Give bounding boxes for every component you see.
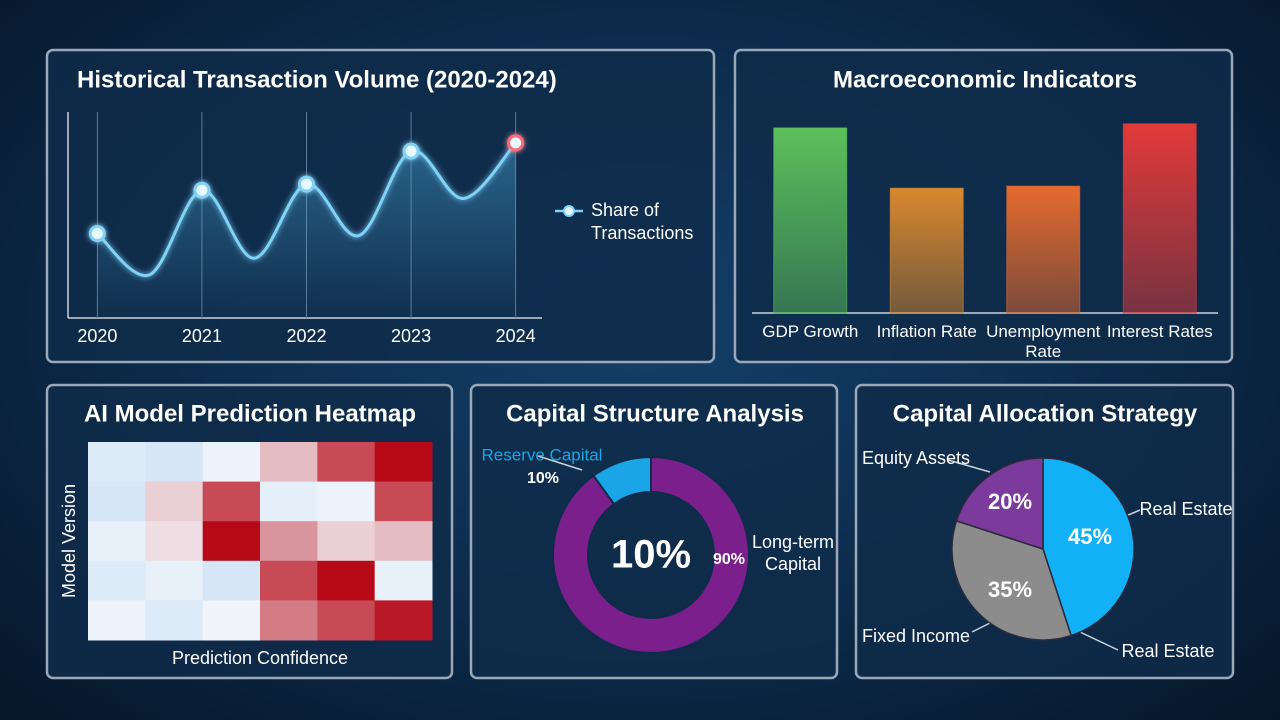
heat-cell [145, 481, 204, 522]
legend-label: Share of Transactions [591, 200, 694, 243]
heat-cell [374, 481, 433, 522]
chart-title: AI Model Prediction Heatmap [84, 400, 416, 427]
category-label: Real Estate [1121, 641, 1214, 661]
x-tick-label: 2024 [496, 326, 536, 346]
marker [88, 225, 106, 243]
category-label: Reserve Capital [482, 445, 603, 464]
marker [402, 142, 420, 160]
heat-cell [317, 442, 376, 483]
heat-cell [202, 442, 261, 483]
heat-cell [88, 600, 146, 641]
chart-title: Capital Allocation Strategy [893, 400, 1198, 427]
value-label: 90% [713, 551, 745, 568]
bar [889, 187, 964, 314]
heat-cell [260, 521, 318, 562]
category-label: Long-term Capital [751, 532, 835, 574]
heat-cell [260, 442, 318, 483]
heat-cell [202, 481, 261, 522]
heat-cell [145, 560, 204, 601]
heat-cell [317, 481, 376, 522]
category-label: Real Estate [1139, 499, 1232, 519]
x-tick-label: GDP Growth [762, 322, 859, 341]
marker [193, 181, 211, 199]
x-axis-label: Prediction Confidence [172, 648, 348, 668]
heat-cell [88, 442, 146, 483]
heat-cell [317, 560, 376, 601]
x-tick-label: Inflation Rate [876, 322, 977, 341]
pie-slice [951, 519, 1073, 641]
heat-cell [202, 521, 261, 562]
legend-swatch [563, 205, 575, 217]
heat-cell [145, 442, 204, 483]
x-tick-label: 2023 [391, 326, 431, 346]
marker [507, 134, 525, 152]
pie-slice [1042, 457, 1135, 637]
y-axis-label: Model Version [59, 484, 79, 598]
leader-line [971, 621, 993, 633]
heat-cell [88, 481, 146, 522]
heat-cell [374, 521, 433, 562]
category-label: Fixed Income [862, 626, 970, 646]
bar [1006, 185, 1081, 314]
heat-cell [260, 560, 318, 601]
x-tick-label: Unemployment Rate [986, 322, 1101, 361]
chart-title: Historical Transaction Volume (2020-2024… [77, 66, 557, 93]
center-label: 10% [611, 533, 691, 577]
chart-title: Macroeconomic Indicators [833, 66, 1137, 93]
panel [469, 383, 839, 680]
value-label: 20% [988, 489, 1032, 514]
heat-cell [374, 442, 433, 483]
bar [1122, 123, 1197, 314]
heat-cell [202, 600, 261, 641]
leader-line [537, 455, 583, 471]
heat-cell [374, 560, 433, 601]
leader-line [1079, 631, 1119, 651]
bar [773, 127, 848, 314]
heat-cell [145, 600, 204, 641]
x-tick-label: 2022 [286, 326, 326, 346]
category-label: Equity Assets [862, 448, 970, 468]
heat-cell [88, 560, 146, 601]
leader-line [947, 459, 991, 473]
line-area [97, 142, 516, 318]
donut-slice [552, 455, 750, 654]
heat-cell [145, 521, 204, 562]
value-label: 35% [988, 577, 1032, 602]
value-label: 10% [527, 470, 559, 487]
heat-cell [317, 600, 376, 641]
heat-cell [88, 521, 146, 562]
x-tick-label: Interest Rates [1106, 322, 1213, 341]
marker [298, 175, 315, 193]
pie-slice [955, 457, 1044, 551]
heat-cell [317, 521, 376, 562]
x-tick-label: 2021 [182, 326, 222, 346]
value-label: 45% [1068, 524, 1112, 549]
heat-cell [260, 600, 318, 641]
heat-cell [202, 560, 261, 601]
heat-cell [374, 600, 433, 641]
heat-cell [260, 481, 318, 522]
chart-title: Capital Structure Analysis [506, 400, 804, 427]
x-tick-label: 2020 [77, 326, 117, 346]
panel [733, 48, 1234, 364]
